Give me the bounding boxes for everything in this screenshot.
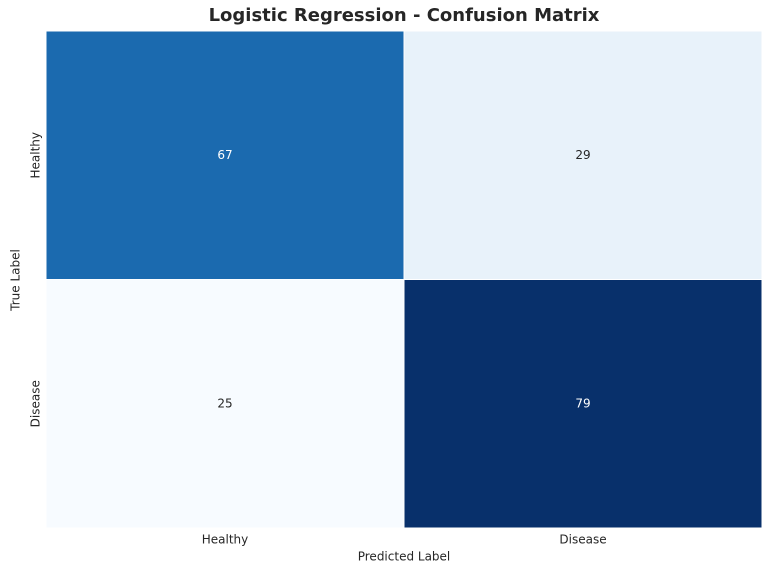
cell-label: 67 [217,148,232,162]
chart-title: Logistic Regression - Confusion Matrix [209,5,600,26]
cell-label: 79 [575,396,590,410]
x-tick-label: Healthy [202,533,249,547]
y-tick-label: Healthy [29,132,43,179]
cell-label: 29 [575,148,590,162]
y-tick-label: Disease [29,380,43,427]
heatmap-cell [403,279,763,529]
heatmap-cell [403,30,763,280]
x-tick-label: Disease [559,533,606,547]
y-axis-label: True Label [9,249,23,312]
heatmap-cell [45,30,405,280]
heatmap-cell [45,279,405,529]
cell-label: 25 [217,396,232,410]
x-axis-label: Predicted Label [358,550,451,564]
